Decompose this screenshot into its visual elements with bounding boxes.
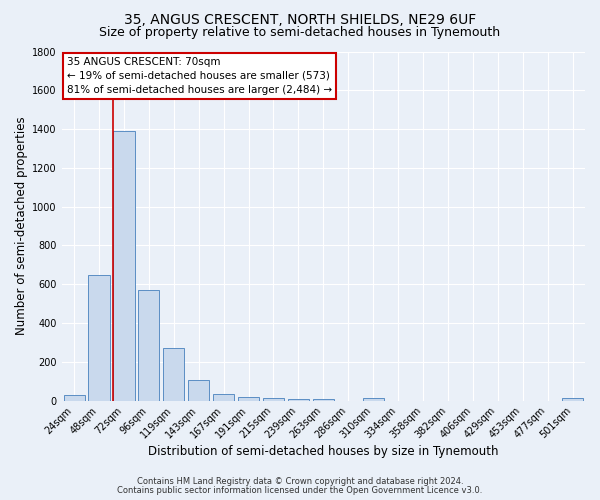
Bar <box>138 290 160 401</box>
Bar <box>562 398 583 400</box>
Bar <box>362 398 384 400</box>
Text: Contains public sector information licensed under the Open Government Licence v3: Contains public sector information licen… <box>118 486 482 495</box>
Bar <box>188 380 209 400</box>
Text: 35, ANGUS CRESCENT, NORTH SHIELDS, NE29 6UF: 35, ANGUS CRESCENT, NORTH SHIELDS, NE29 … <box>124 12 476 26</box>
Bar <box>313 398 334 400</box>
Bar <box>64 394 85 400</box>
Bar <box>163 348 184 401</box>
Text: Contains HM Land Registry data © Crown copyright and database right 2024.: Contains HM Land Registry data © Crown c… <box>137 477 463 486</box>
Bar <box>213 394 234 400</box>
Text: 35 ANGUS CRESCENT: 70sqm
← 19% of semi-detached houses are smaller (573)
81% of : 35 ANGUS CRESCENT: 70sqm ← 19% of semi-d… <box>67 56 332 94</box>
Bar <box>88 274 110 400</box>
Bar <box>113 131 134 400</box>
Bar <box>263 398 284 400</box>
Text: Size of property relative to semi-detached houses in Tynemouth: Size of property relative to semi-detach… <box>100 26 500 39</box>
Y-axis label: Number of semi-detached properties: Number of semi-detached properties <box>15 116 28 336</box>
X-axis label: Distribution of semi-detached houses by size in Tynemouth: Distribution of semi-detached houses by … <box>148 444 499 458</box>
Bar <box>238 396 259 400</box>
Bar <box>288 398 309 400</box>
